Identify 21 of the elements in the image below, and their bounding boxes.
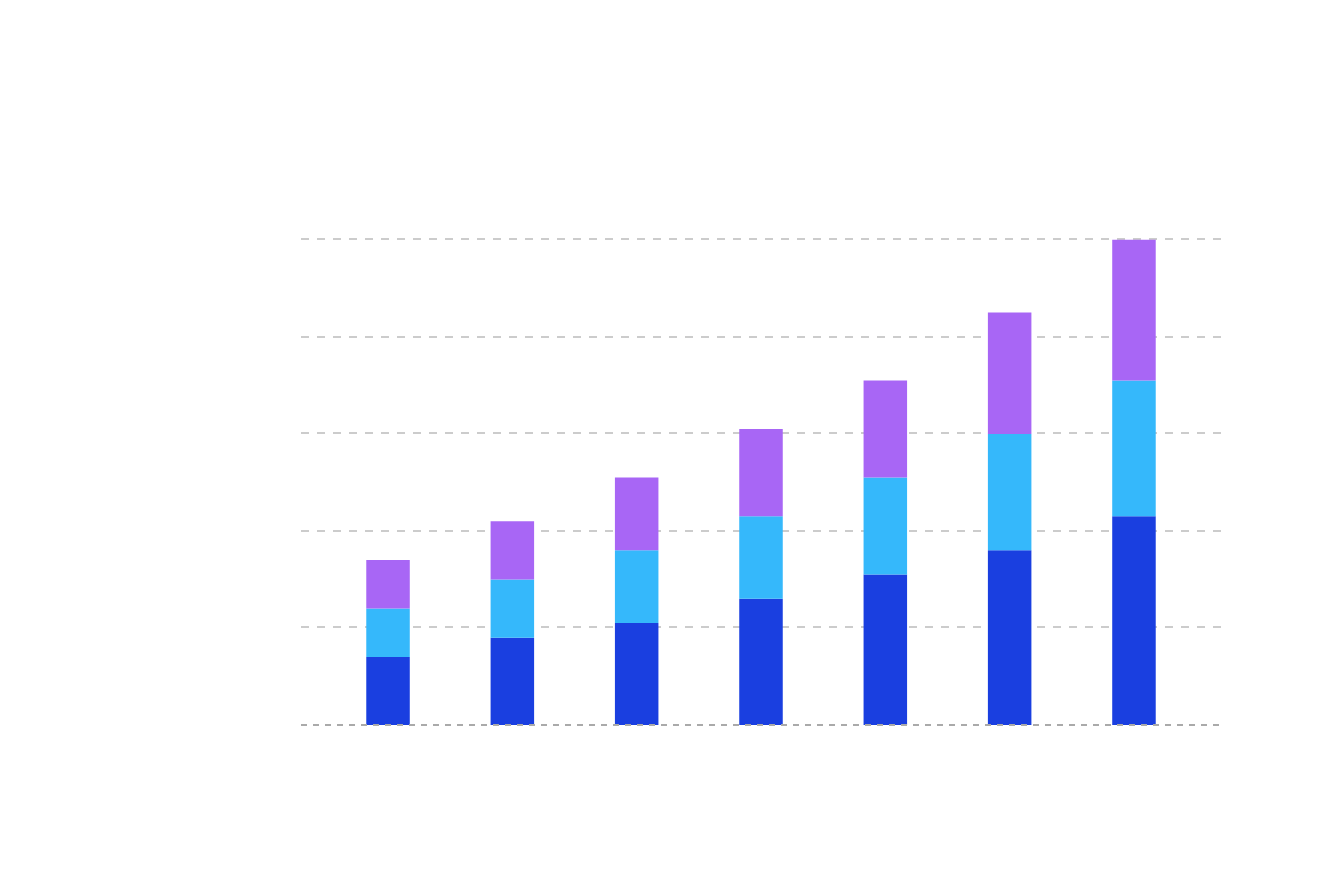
bar xyxy=(863,380,908,478)
bar xyxy=(366,560,410,609)
bar xyxy=(739,429,783,517)
bar xyxy=(614,550,659,624)
bar xyxy=(863,477,908,575)
bar xyxy=(739,598,783,725)
bar xyxy=(1112,239,1156,381)
bar xyxy=(987,312,1032,434)
bar xyxy=(987,433,1032,551)
bar xyxy=(863,574,908,725)
bar xyxy=(614,477,659,551)
bar xyxy=(490,637,535,725)
bar xyxy=(987,550,1032,725)
bar xyxy=(1112,516,1156,725)
bar xyxy=(366,608,410,658)
bar xyxy=(739,516,783,599)
bar xyxy=(366,657,410,725)
bar xyxy=(490,521,535,580)
bar xyxy=(614,623,659,725)
bar xyxy=(1112,380,1156,517)
bar xyxy=(490,579,535,638)
